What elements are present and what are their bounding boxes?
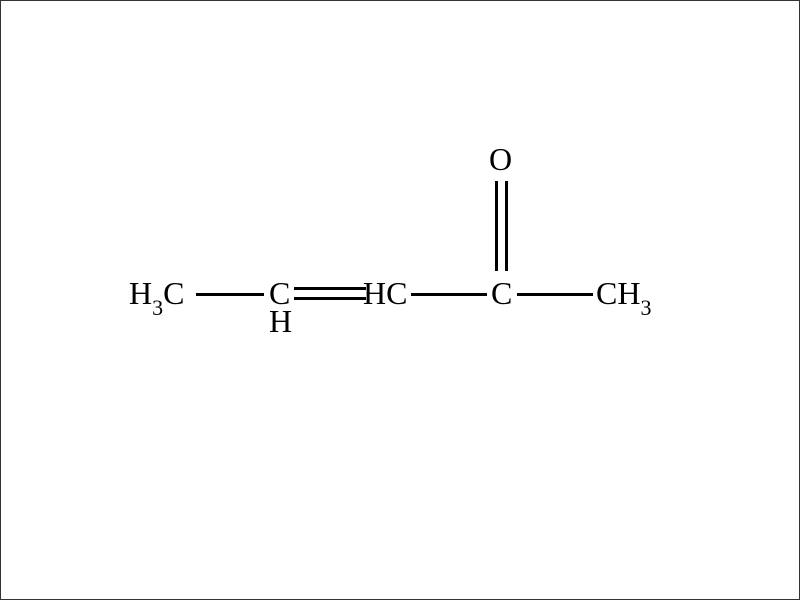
atom-o1: O [489, 141, 512, 178]
bond-c3-c4 [411, 293, 487, 296]
atom-ch-prefix: CH [596, 275, 640, 311]
bond-c4-c5 [517, 293, 593, 296]
atom-c3-label: HC [363, 275, 407, 311]
bond-c1-c2 [196, 293, 264, 296]
atom-c5-ch3: CH3 [596, 275, 651, 317]
atom-c-suffix: C [163, 275, 184, 311]
atom-sub-3: 3 [152, 295, 163, 320]
atom-c1-h3c: H3C [129, 275, 184, 317]
atom-c3-hc: HC [363, 275, 407, 312]
bond-c2-c3-lower [294, 297, 366, 300]
atom-c2-h-below: H [269, 303, 292, 340]
atom-c4: C [491, 275, 512, 312]
atom-sub-3b: 3 [640, 295, 651, 320]
atom-h-prefix: H [129, 275, 152, 311]
atom-o1-label: O [489, 141, 512, 177]
atom-c4-label: C [491, 275, 512, 311]
bond-c2-c3-upper [294, 287, 366, 290]
bond-c4-o1-left [495, 181, 498, 271]
bond-c4-o1-right [505, 181, 508, 271]
atom-c2-h-label: H [269, 303, 292, 339]
